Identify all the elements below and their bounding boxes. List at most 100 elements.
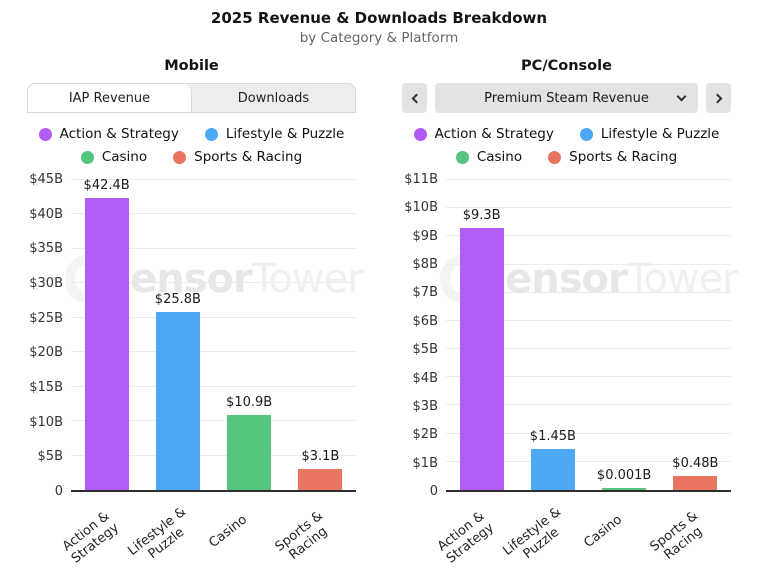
- legend-item-label: Sports & Racing: [569, 149, 678, 165]
- bar-3[interactable]: [298, 468, 343, 490]
- gridline: [446, 263, 731, 265]
- legend-row: Action & Strategy Lifestyle & Puzzle: [413, 126, 720, 142]
- previous-metric-button[interactable]: [402, 83, 427, 113]
- legend-dot-icon: [455, 150, 469, 164]
- bar-2[interactable]: [602, 488, 647, 490]
- bar-value-label: $0.001B: [596, 467, 652, 483]
- legend-dot-icon: [38, 127, 52, 141]
- legend-row: Casino Sports & Racing: [80, 149, 302, 165]
- y-tick-label: $6B: [412, 313, 438, 329]
- gridline: [446, 348, 731, 350]
- gridline: [446, 404, 731, 406]
- mobile-x-axis: Action & Strategy Lifestyle & Puzzle Casin…: [59, 492, 356, 567]
- x-axis-label: Sports & Racing: [647, 508, 706, 563]
- y-tick-label: $1B: [412, 455, 438, 471]
- legend-dot-icon: [204, 127, 218, 141]
- gridline: [446, 207, 731, 209]
- watermark-text-light: Tower: [626, 256, 739, 303]
- y-tick-label: $3B: [412, 398, 438, 414]
- gridline: [71, 247, 356, 249]
- x-axis-label: Casino: [581, 512, 626, 551]
- legend-dot-icon: [413, 127, 427, 141]
- y-tick-label: $10B: [29, 414, 63, 430]
- x-axis-label: Casino: [206, 512, 251, 551]
- legend-item-0[interactable]: Action & Strategy: [38, 126, 179, 142]
- y-tick-label: $4B: [412, 370, 438, 386]
- panel-pc-console: PC/Console Premium Steam Revenue Action …: [402, 58, 739, 567]
- legend-item-label: Lifestyle & Puzzle: [600, 126, 720, 142]
- legend-item-1[interactable]: Lifestyle & Puzzle: [204, 126, 345, 142]
- pc-console-x-axis: Action & Strategy Lifestyle & Puzzle Casin…: [434, 492, 731, 567]
- legend-pc-console: Action & Strategy Lifestyle & Puzzle Cas…: [402, 126, 731, 165]
- bar-value-label: $1.45B: [529, 429, 576, 445]
- next-metric-button[interactable]: [706, 83, 731, 113]
- gridline: [71, 385, 356, 387]
- y-tick-label: $25B: [29, 310, 63, 326]
- legend-item-label: Lifestyle & Puzzle: [225, 126, 345, 142]
- tab-iap-revenue[interactable]: IAP Revenue: [28, 84, 192, 112]
- panels-container: Mobile IAP Revenue Downloads Action & St…: [0, 58, 758, 567]
- y-tick-label: 0: [429, 484, 438, 499]
- mobile-y-axis: $45B $40B $35B $30B $25B $20B $15B $10B $5B 0: [27, 172, 71, 499]
- x-axis-label: Action & Strategy: [59, 508, 122, 567]
- legend-dot-icon: [173, 150, 187, 164]
- bar-1[interactable]: [155, 312, 200, 490]
- watermark-text-light: Tower: [251, 256, 364, 303]
- gridline: [446, 291, 731, 293]
- y-tick-label: $8B: [412, 257, 438, 273]
- gridline: [71, 351, 356, 353]
- gridline: [446, 376, 731, 378]
- gridline: [71, 454, 356, 456]
- y-tick-label: $40B: [29, 206, 63, 222]
- y-tick-label: $45B: [29, 172, 63, 187]
- legend-dot-icon: [579, 127, 593, 141]
- bar-3[interactable]: [673, 476, 718, 490]
- bar-2[interactable]: [227, 414, 272, 490]
- legend-item-label: Action & Strategy: [434, 126, 554, 142]
- legend-dot-icon: [548, 150, 562, 164]
- legend-item-3[interactable]: Sports & Racing: [548, 149, 677, 165]
- chevron-down-icon: [676, 91, 687, 102]
- legend-item-0[interactable]: Action & Strategy: [413, 126, 554, 142]
- gridline: [71, 179, 356, 180]
- metric-dropdown-value: Premium Steam Revenue: [484, 90, 649, 106]
- gridline: [446, 432, 731, 434]
- x-axis-label: Lifestyle & Puzzle: [125, 504, 189, 563]
- gridline: [71, 420, 356, 422]
- y-tick-label: $35B: [29, 241, 63, 257]
- legend-item-2[interactable]: Casino: [455, 149, 522, 165]
- y-tick-label: $7B: [412, 285, 438, 301]
- bar-value-label: $42.4B: [83, 177, 130, 193]
- bar-value-label: $10.9B: [226, 394, 273, 410]
- x-axis-label: Sports & Racing: [272, 508, 331, 563]
- bar-0[interactable]: [84, 197, 129, 490]
- x-axis-label: Action & Strategy: [434, 508, 497, 567]
- y-tick-label: $9B: [412, 228, 438, 244]
- pc-console-plot-area: Sensor Tower $9.3B $1.45B $0.001B $0.48B: [439, 179, 739, 492]
- y-tick-label: $10B: [404, 200, 438, 216]
- y-tick-label: $20B: [29, 345, 63, 361]
- legend-item-1[interactable]: Lifestyle & Puzzle: [579, 126, 720, 142]
- bar-1[interactable]: [530, 449, 575, 490]
- panel-mobile-title: Mobile: [164, 58, 219, 74]
- mobile-metric-tabs: IAP Revenue Downloads: [27, 83, 356, 113]
- metric-dropdown[interactable]: Premium Steam Revenue: [435, 83, 698, 113]
- y-tick-label: $5B: [37, 449, 63, 465]
- legend-mobile: Action & Strategy Lifestyle & Puzzle Cas…: [27, 126, 356, 165]
- gridline: [446, 235, 731, 237]
- legend-row: Casino Sports & Racing: [455, 149, 677, 165]
- tab-downloads[interactable]: Downloads: [192, 84, 355, 112]
- gridline: [446, 319, 731, 321]
- gridline: [446, 460, 731, 462]
- bar-0[interactable]: [459, 227, 504, 490]
- pc-console-chart: $11B $10B $9B $8B $7B $6B $5B $4B $3B $2B $1B 0 Sen…: [402, 172, 739, 499]
- bar-value-label: $3.1B: [301, 448, 340, 464]
- panel-mobile: Mobile IAP Revenue Downloads Action & St…: [27, 58, 364, 567]
- y-tick-label: $15B: [29, 380, 63, 396]
- legend-item-3[interactable]: Sports & Racing: [173, 149, 302, 165]
- gridline: [71, 316, 356, 318]
- legend-item-2[interactable]: Casino: [80, 149, 147, 165]
- legend-item-label: Sports & Racing: [194, 149, 303, 165]
- legend-dot-icon: [80, 150, 94, 164]
- page-subtitle: by Category & Platform: [299, 30, 459, 46]
